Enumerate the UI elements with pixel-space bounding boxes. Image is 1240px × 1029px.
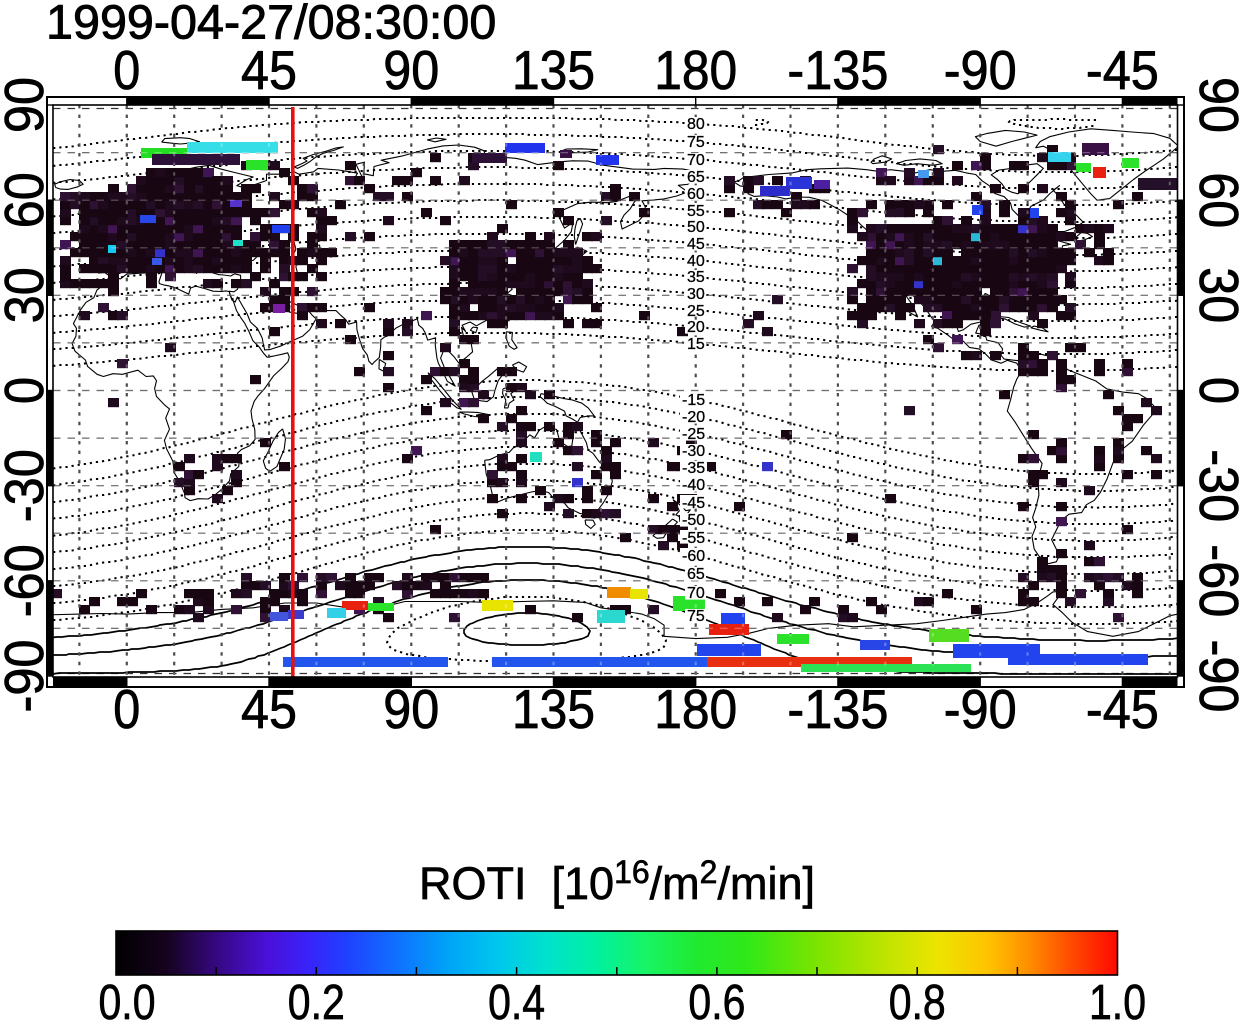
svg-text:45: 45 xyxy=(687,236,705,253)
svg-text:60: 60 xyxy=(687,186,705,203)
svg-text:90: 90 xyxy=(0,77,55,133)
svg-text:0.4: 0.4 xyxy=(488,976,545,1024)
svg-text:-60: -60 xyxy=(682,548,705,565)
svg-text:20: 20 xyxy=(687,319,705,336)
svg-text:25: 25 xyxy=(687,303,705,320)
svg-text:0: 0 xyxy=(113,678,140,740)
svg-text:-30: -30 xyxy=(682,443,705,460)
svg-text:-45: -45 xyxy=(1086,678,1159,740)
svg-text:90: 90 xyxy=(1188,77,1240,133)
svg-text:180: 180 xyxy=(654,39,737,101)
svg-text:-25: -25 xyxy=(682,426,705,443)
svg-text:-135: -135 xyxy=(787,39,888,101)
svg-text:0.0: 0.0 xyxy=(99,976,156,1024)
svg-text:-15: -15 xyxy=(682,392,705,409)
svg-text:-35: -35 xyxy=(682,460,705,477)
svg-text:35: 35 xyxy=(687,269,705,286)
svg-text:70: 70 xyxy=(687,585,705,602)
svg-text:-45: -45 xyxy=(1086,39,1159,101)
svg-text:80: 80 xyxy=(687,116,705,133)
svg-text:90: 90 xyxy=(383,39,439,101)
svg-text:40: 40 xyxy=(687,253,705,270)
svg-text:60: 60 xyxy=(0,172,55,228)
svg-text:-60: -60 xyxy=(1188,544,1240,617)
svg-text:-90: -90 xyxy=(944,39,1017,101)
svg-text:50: 50 xyxy=(687,219,705,236)
svg-text:75: 75 xyxy=(687,608,705,625)
svg-text:0.2: 0.2 xyxy=(288,976,345,1024)
svg-text:-30: -30 xyxy=(1188,449,1240,522)
svg-text:30: 30 xyxy=(1188,267,1240,323)
svg-text:-45: -45 xyxy=(682,495,705,512)
svg-text:1999-04-27/08:30:00: 1999-04-27/08:30:00 xyxy=(46,0,496,50)
svg-text:55: 55 xyxy=(687,203,705,220)
svg-text:-60: -60 xyxy=(0,544,55,617)
svg-text:0.8: 0.8 xyxy=(889,976,946,1024)
svg-text:135: 135 xyxy=(512,39,595,101)
svg-text:0: 0 xyxy=(0,377,55,404)
svg-text:30: 30 xyxy=(687,286,705,303)
svg-text:-55: -55 xyxy=(682,530,705,547)
svg-text:-90: -90 xyxy=(944,678,1017,740)
svg-text:0.6: 0.6 xyxy=(688,976,745,1024)
svg-text:15: 15 xyxy=(687,336,705,353)
svg-text:-50: -50 xyxy=(682,512,705,529)
svg-text:-30: -30 xyxy=(0,449,55,522)
svg-text:-135: -135 xyxy=(787,678,888,740)
svg-text:-90: -90 xyxy=(1188,640,1240,713)
svg-text:70: 70 xyxy=(687,152,705,169)
svg-text:30: 30 xyxy=(0,267,55,323)
svg-text:90: 90 xyxy=(383,678,439,740)
svg-text:-40: -40 xyxy=(682,477,705,494)
svg-text:75: 75 xyxy=(687,134,705,151)
svg-text:45: 45 xyxy=(241,678,297,740)
svg-text:65: 65 xyxy=(687,169,705,186)
svg-text:1.0: 1.0 xyxy=(1089,976,1146,1024)
svg-text:60: 60 xyxy=(1188,172,1240,228)
svg-text:45: 45 xyxy=(241,39,297,101)
svg-text:180: 180 xyxy=(654,678,737,740)
svg-text:0: 0 xyxy=(113,39,140,101)
svg-text:-90: -90 xyxy=(0,640,55,713)
svg-text:135: 135 xyxy=(512,678,595,740)
svg-text:65: 65 xyxy=(687,566,705,583)
svg-text:-20: -20 xyxy=(682,409,705,426)
svg-text:0: 0 xyxy=(1188,377,1240,404)
